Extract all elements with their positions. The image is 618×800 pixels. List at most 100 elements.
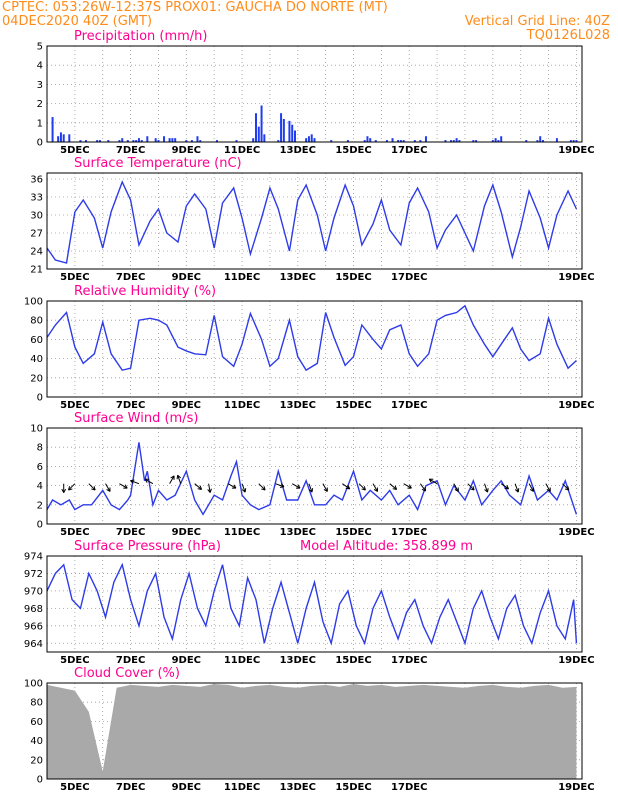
precip-bar <box>575 140 578 142</box>
precip-bar <box>346 140 349 142</box>
precip-date-label: 19DEC <box>558 145 594 156</box>
precip-bar <box>330 140 333 142</box>
temp-ytick-label: 33 <box>30 193 43 204</box>
wind-arrow <box>429 478 438 485</box>
wind-arrow <box>275 483 285 488</box>
precip-bar <box>413 140 416 142</box>
rh-panel-title: Relative Humidity (%) <box>74 284 216 299</box>
wind-date-label: 17DEC <box>391 527 427 538</box>
precip-bar <box>185 140 188 142</box>
cloud-ytick-label: 20 <box>30 755 43 766</box>
rh-date-label: 11DEC <box>224 400 260 411</box>
wind-arrow-head <box>93 486 96 491</box>
temp-ytick-label: 36 <box>30 175 43 186</box>
temp-date-label: 7DEC <box>116 272 145 283</box>
precip-bar <box>288 120 291 142</box>
precip-bar <box>140 140 143 142</box>
cloud-ytick-label: 100 <box>24 679 43 690</box>
wind-arrow <box>453 483 459 492</box>
wind-arrow-head <box>567 486 570 491</box>
wind-arrow-head <box>63 488 67 493</box>
wind-arrow-head <box>209 488 212 493</box>
wind-panel-frame <box>46 427 583 525</box>
cloud-date-label: 7DEC <box>116 782 145 793</box>
precip-bar <box>190 140 193 142</box>
wind-arrow-head <box>280 483 285 488</box>
wind-panel-title: Surface Wind (m/s) <box>74 411 198 426</box>
precip-bar <box>293 130 296 142</box>
wind-arrow <box>258 483 266 491</box>
precip-ytick-label: 1 <box>37 118 43 129</box>
wind-date-label: 7DEC <box>116 527 145 538</box>
wind-arrow-head <box>177 474 182 479</box>
precip-bar <box>497 140 500 142</box>
header-date: 04DEC2020 40Z (GMT) <box>2 14 152 29</box>
cloud-ytick-label: 80 <box>30 698 43 709</box>
cloud-date-label: 17DEC <box>391 782 427 793</box>
wind-arrow-head <box>233 484 237 489</box>
cloud-date-label: 9DEC <box>172 782 201 793</box>
wind-ytick-label: 0 <box>37 520 43 531</box>
cloud-panel-frame <box>46 682 583 780</box>
wind-arrow <box>291 483 301 489</box>
precip-bar <box>135 140 138 142</box>
wind-arrow-head <box>323 488 328 492</box>
precip-date-label: 13DEC <box>280 145 316 156</box>
rh-ytick-label: 80 <box>30 316 43 327</box>
wind-arrow <box>419 483 426 492</box>
precip-bar <box>458 140 461 142</box>
wind-arrow-head <box>61 488 65 493</box>
wind-arrow-head <box>394 485 398 490</box>
wind-date-label: 9DEC <box>172 527 201 538</box>
wind-arrow <box>372 483 378 492</box>
wind-arrow-head <box>244 488 247 493</box>
wind-arrow <box>308 483 313 493</box>
temp-date-label: 17DEC <box>391 272 427 283</box>
temp-date-label: 11DEC <box>224 272 260 283</box>
precip-bar <box>391 138 394 142</box>
precip-panel-frame <box>46 45 583 143</box>
precip-bar <box>310 134 313 142</box>
precip-date-label: 5DEC <box>60 145 89 156</box>
wind-arrow-head <box>408 484 412 489</box>
precip-bar <box>168 138 171 142</box>
rh-panel-frame <box>46 300 583 398</box>
pressure-date-label: 7DEC <box>116 655 145 666</box>
temp-date-label: 19DEC <box>558 272 594 283</box>
wind-ytick-label: 4 <box>37 481 43 492</box>
wind-arrow-head <box>361 488 366 491</box>
wind-arrow <box>227 483 237 489</box>
wind-arrow-head <box>529 488 534 492</box>
temp-date-label: 5DEC <box>60 272 89 283</box>
precip-bar <box>452 140 455 142</box>
wind-date-label: 13DEC <box>280 527 316 538</box>
wind-date-label: 5DEC <box>60 527 89 538</box>
wind-arrow-head <box>91 488 96 491</box>
rh-date-label: 5DEC <box>60 400 89 411</box>
pressure-ytick-label: 970 <box>24 586 43 597</box>
precip-bar <box>572 140 575 142</box>
precip-bar <box>68 134 71 142</box>
wind-arrow-head <box>197 488 202 490</box>
precip-ytick-label: 3 <box>37 80 43 91</box>
rh-ytick-label: 100 <box>24 297 43 308</box>
precip-bar <box>137 138 140 142</box>
wind-arrow-head <box>472 486 475 491</box>
pressure-date-label: 19DEC <box>558 655 594 666</box>
wind-arrow <box>389 483 397 490</box>
precip-date-label: 7DEC <box>116 145 145 156</box>
precip-bar <box>397 140 400 142</box>
wind-arrow <box>144 478 154 485</box>
precip-ytick-label: 0 <box>37 138 43 149</box>
rh-date-label: 13DEC <box>280 400 316 411</box>
precip-bar <box>98 140 101 142</box>
rh-ytick-label: 60 <box>30 335 43 346</box>
rh-ytick-label: 40 <box>30 354 43 365</box>
wind-arrow-head <box>428 478 432 483</box>
pressure-date-label: 11DEC <box>224 655 260 666</box>
wind-arrow <box>358 483 366 491</box>
wind-arrow-head <box>241 489 246 493</box>
precip-bar <box>57 136 60 142</box>
wind-arrow-head <box>106 488 111 492</box>
precip-bar <box>85 140 88 142</box>
